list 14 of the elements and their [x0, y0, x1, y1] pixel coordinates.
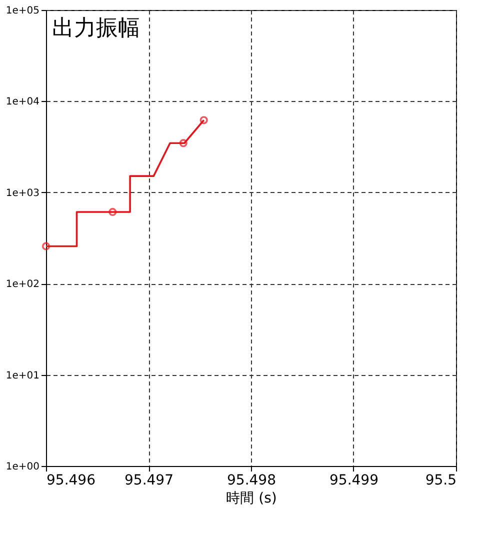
chart-title: 出力振幅 [52, 16, 140, 41]
x-tick-label: 95.5 [425, 472, 456, 488]
y-tick-label: 1e+05 [6, 6, 40, 16]
y-tick-label: 1e+04 [6, 96, 40, 108]
y-tick-label: 1e+01 [6, 370, 40, 382]
y-tick-label: 1e+03 [6, 188, 40, 199]
line-series [45, 119, 205, 248]
x-tick-label: 95.497 [124, 472, 174, 488]
x-axis-title: 時間 (s) [226, 490, 277, 506]
y-tick-label: 1e+02 [6, 279, 40, 290]
y-tick-label: 1e+00 [6, 462, 40, 472]
x-tick-label: 95.499 [330, 472, 378, 488]
x-tick-label: 95.496 [46, 472, 96, 488]
x-tick-label: 95.498 [227, 472, 276, 488]
